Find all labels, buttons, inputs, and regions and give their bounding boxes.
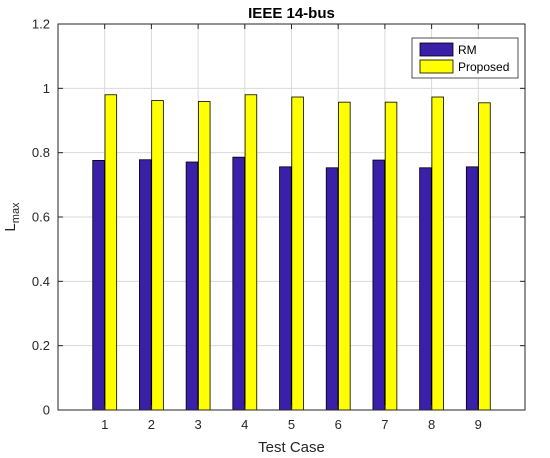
bar-rm-1 (92, 159, 105, 411)
y-axis-label: Lmax (2, 202, 22, 232)
y-axis-label-subscript: max (10, 202, 22, 223)
bar-proposed-5 (291, 96, 304, 411)
bar-proposed-1 (104, 94, 118, 411)
y-axis-label-main: L (2, 223, 19, 231)
y-tick-label: 1 (43, 81, 50, 96)
bar-rm-4 (232, 156, 245, 411)
legend-label-rm: RM (458, 43, 477, 57)
chart-title: IEEE 14-bus (248, 5, 335, 22)
x-tick-label: 4 (241, 417, 248, 432)
y-tick-label: 0.4 (32, 274, 50, 289)
bar-rm-8 (419, 167, 432, 411)
bar-proposed-7 (384, 101, 398, 411)
legend-swatch-proposed (419, 59, 454, 74)
bar-proposed-8 (431, 96, 444, 411)
bar-proposed-2 (151, 100, 164, 411)
legend: RM Proposed (411, 37, 519, 79)
bar-rm-3 (185, 161, 199, 411)
y-tick-label: 0.6 (32, 210, 50, 225)
x-tick-label: 3 (194, 417, 201, 432)
x-tick-label: 8 (428, 417, 435, 432)
x-tick-label: 9 (475, 417, 482, 432)
bar-proposed-4 (244, 94, 258, 411)
bars (92, 94, 491, 411)
bar-rm-6 (325, 167, 339, 411)
legend-swatch-rm (419, 42, 454, 57)
x-tick-label: 6 (335, 417, 342, 432)
legend-label-proposed: Proposed (458, 60, 509, 74)
bar-proposed-9 (478, 102, 491, 411)
bar-proposed-3 (197, 101, 211, 411)
y-tick-label: 0 (43, 403, 50, 418)
y-tick-label: 0.8 (32, 145, 50, 160)
ticks: 0 0.2 0.4 0.6 0.8 1 1.2 1 2 3 4 5 6 7 8 9 (32, 17, 525, 432)
bar-rm-9 (465, 166, 479, 411)
y-tick-label: 0.2 (32, 338, 50, 353)
x-tick-label: 5 (288, 417, 295, 432)
bar-rm-5 (279, 166, 292, 411)
x-tick-label: 1 (101, 417, 108, 432)
x-axis-label: Test Case (258, 439, 325, 456)
y-tick-label: 1.2 (32, 17, 50, 32)
bar-proposed-6 (338, 101, 351, 411)
x-tick-label: 7 (381, 417, 388, 432)
x-tick-label: 2 (148, 417, 155, 432)
bar-rm-7 (372, 159, 386, 411)
bar-rm-2 (139, 159, 152, 411)
